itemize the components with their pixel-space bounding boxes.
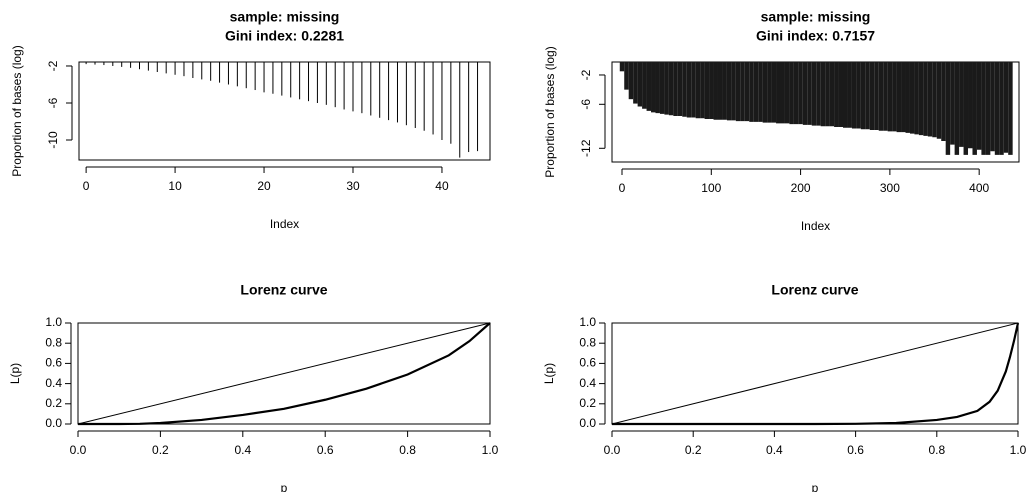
x-tick-label: 0.2: [152, 443, 169, 457]
plot-box: [77, 322, 491, 425]
y-tick-label: 0.6: [579, 356, 596, 370]
chart-title: sample: missing: [230, 9, 340, 25]
x-tick-label: 20: [257, 179, 271, 193]
lorenz-curve: [612, 322, 1020, 426]
x-tick-label: 30: [346, 179, 360, 193]
y-tick-label: 1.0: [579, 315, 596, 329]
y-axis-label: Proportion of bases (log): [10, 45, 24, 176]
x-tick-label: 0.6: [847, 443, 864, 457]
x-axis-label: p: [281, 481, 288, 492]
y-tick-label: -6: [579, 99, 593, 110]
x-tick-label: 0.8: [928, 443, 945, 457]
y-tick-label: -6: [46, 97, 60, 108]
plot-box: [78, 61, 491, 161]
x-axis-label: Index: [801, 219, 830, 233]
y-tick-label: 0.0: [579, 416, 596, 430]
y-tick-label: 0.6: [45, 356, 62, 370]
x-tick-label: 100: [701, 181, 721, 195]
x-tick-label: 0.6: [317, 443, 334, 457]
x-tick-label: 0: [83, 179, 90, 193]
x-tick-label: 400: [969, 181, 989, 195]
y-tick-label: 1.0: [45, 315, 62, 329]
x-tick-label: 0: [619, 181, 626, 195]
y-axis-label: L(p): [8, 363, 22, 384]
x-tick-label: 0.4: [234, 443, 251, 457]
x-tick-label: 0.0: [70, 443, 87, 457]
chart-title: Lorenz curve: [771, 282, 858, 298]
equality-line: [77, 322, 491, 425]
x-tick-label: 300: [880, 181, 900, 195]
x-axis-label: Index: [270, 217, 299, 231]
x-tick-label: 0.2: [685, 443, 702, 457]
x-tick-label: 0.8: [399, 443, 416, 457]
y-tick-label: 0.8: [45, 335, 62, 349]
x-tick-label: 1.0: [482, 443, 499, 457]
x-tick-label: 10: [168, 179, 182, 193]
x-tick-label: 0.4: [766, 443, 783, 457]
x-tick-label: 40: [435, 179, 449, 193]
y-tick-label: 0.4: [579, 376, 596, 390]
chart-subtitle: Gini index: 0.2281: [225, 28, 344, 44]
y-tick-label: -2: [579, 69, 593, 80]
x-axis-label: p: [812, 481, 819, 492]
y-tick-label: 0.8: [579, 335, 596, 349]
y-tick-label: -12: [579, 139, 593, 157]
chart-title: sample: missing: [761, 9, 871, 25]
y-tick-label: -10: [46, 131, 60, 149]
chart-title: Lorenz curve: [240, 282, 327, 298]
y-tick-label: 0.2: [45, 396, 62, 410]
y-tick-label: 0.0: [45, 416, 62, 430]
x-tick-label: 1.0: [1010, 443, 1027, 457]
x-tick-label: 200: [791, 181, 811, 195]
chart-subtitle: Gini index: 0.7157: [756, 28, 875, 44]
x-tick-label: 0.0: [604, 443, 621, 457]
y-tick-label: -2: [46, 60, 60, 71]
y-axis-label: Proportion of bases (log): [543, 46, 557, 177]
lorenz-curve: [78, 322, 491, 426]
y-tick-label: 0.2: [579, 396, 596, 410]
y-tick-label: 0.4: [45, 376, 62, 390]
y-axis-label: L(p): [542, 363, 556, 384]
equality-line: [611, 322, 1019, 425]
